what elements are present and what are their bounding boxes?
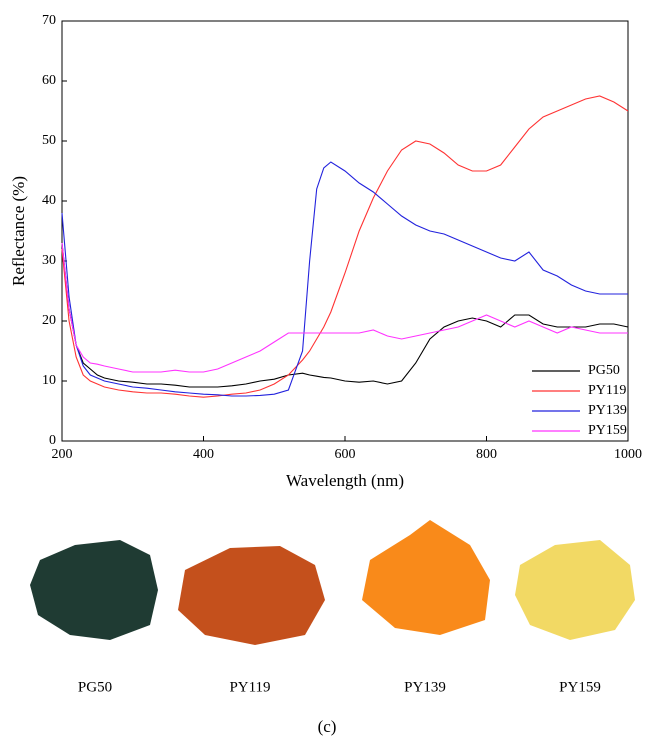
x-tick-label: 800 [476,447,497,462]
y-tick-label: 30 [42,253,56,268]
series-line [61,95,629,398]
y-tick-label: 70 [42,13,56,28]
legend-label: PY139 [588,403,627,418]
x-tick-label: 1000 [614,447,642,462]
series-line [61,161,628,397]
y-tick-label: 20 [42,313,56,328]
legend-label: PY119 [588,383,626,398]
x-axis-label: Wavelength (nm) [286,471,404,490]
pigment-photos [30,520,635,645]
series-line [61,242,629,388]
y-axis-label: Reflectance (%) [9,176,28,286]
x-tick-label: 400 [193,447,214,462]
pigment-pg50 [30,540,158,640]
pigment-label: PY159 [559,679,601,695]
pigment-py159 [515,540,635,640]
pigment-py119 [178,546,325,645]
x-tick-label: 600 [335,447,356,462]
pigment-label: PY119 [229,679,270,695]
y-tick-label: 40 [42,193,56,208]
pigment-label: PY139 [404,679,446,695]
plot-frame [61,20,629,442]
y-tick-label: 0 [49,433,56,448]
y-tick-label: 60 [42,73,56,88]
y-tick-label: 10 [42,373,56,388]
pigment-label: PG50 [78,679,112,695]
panel-label: (c) [318,717,337,736]
legend-label: PG50 [588,363,620,378]
legend-label: PY159 [588,423,627,438]
pigment-py139 [362,520,490,635]
x-tick-label: 200 [52,447,73,462]
y-tick-label: 50 [42,133,56,148]
series-line [61,242,628,373]
